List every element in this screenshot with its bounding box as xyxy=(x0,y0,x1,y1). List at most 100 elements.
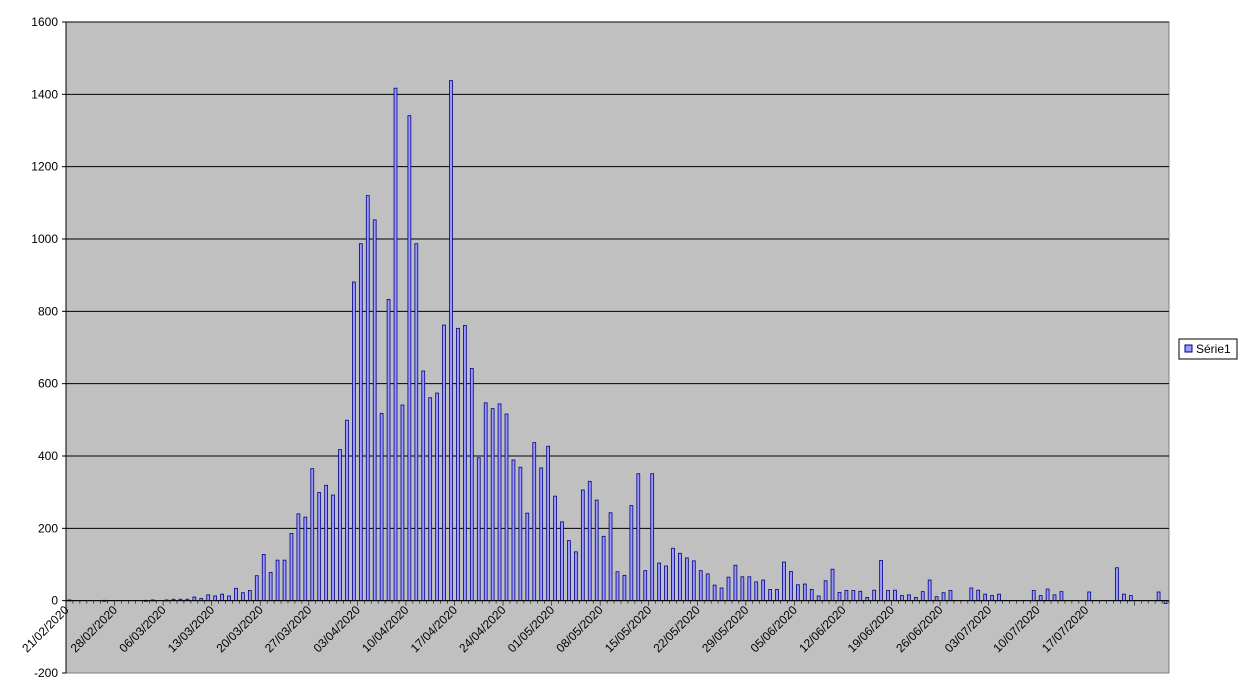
legend-label: Série1 xyxy=(1196,342,1231,356)
data-bar xyxy=(435,392,439,602)
data-bar xyxy=(587,480,592,602)
data-bar xyxy=(518,466,523,602)
data-bar xyxy=(608,512,613,602)
data-bar xyxy=(872,589,877,602)
legend-swatch xyxy=(1184,344,1193,353)
data-bar xyxy=(324,484,328,602)
data-bar xyxy=(761,579,766,602)
data-bar xyxy=(490,408,495,602)
data-bar xyxy=(823,580,828,602)
data-bar xyxy=(206,594,211,602)
data-bar xyxy=(601,535,606,602)
legend: Série1 xyxy=(1178,338,1238,360)
data-bar xyxy=(719,587,724,602)
data-bar xyxy=(192,596,197,602)
data-bar xyxy=(754,581,759,602)
data-bar xyxy=(331,494,335,602)
data-bar xyxy=(657,562,661,602)
data-bar xyxy=(358,243,363,602)
data-bar xyxy=(338,449,342,602)
x-tick-label: 21/02/2020 xyxy=(19,603,72,656)
data-bar xyxy=(497,403,502,602)
data-bar xyxy=(1087,591,1092,602)
data-bar xyxy=(1052,594,1057,602)
data-bar xyxy=(580,489,585,602)
data-bar xyxy=(740,576,745,602)
data-bar xyxy=(247,590,252,602)
data-bar xyxy=(802,583,807,602)
data-bar xyxy=(504,413,509,602)
y-axis-ticks: -200 0 200 400 600 800 1000 1200 1400 1600 xyxy=(31,15,66,680)
y-tick-label: 200 xyxy=(38,521,58,535)
data-bar xyxy=(671,547,675,602)
data-bar xyxy=(275,559,280,602)
y-tick-label: 800 xyxy=(38,304,58,318)
data-bar xyxy=(851,590,856,602)
data-bar xyxy=(1115,567,1119,602)
data-bar xyxy=(934,596,939,602)
data-bar xyxy=(983,593,988,602)
data-bar xyxy=(254,575,259,602)
data-bar xyxy=(678,552,682,602)
data-bar xyxy=(345,419,349,602)
data-bar xyxy=(449,80,453,602)
data-bar xyxy=(310,468,315,602)
data-bar xyxy=(261,553,266,602)
data-bar xyxy=(393,87,398,602)
data-bar xyxy=(352,281,356,602)
data-bar xyxy=(546,445,550,602)
data-bar xyxy=(712,584,717,602)
data-bar xyxy=(809,589,814,602)
data-bar xyxy=(553,495,557,602)
data-bar xyxy=(560,521,564,602)
data-bar xyxy=(844,590,849,602)
data-bar xyxy=(775,589,779,602)
data-bar xyxy=(726,576,731,602)
y-tick-label: -200 xyxy=(34,666,58,680)
data-bar xyxy=(407,115,412,602)
data-bar xyxy=(615,571,620,602)
data-bar xyxy=(1156,591,1161,602)
data-bar xyxy=(643,570,648,602)
data-bar xyxy=(879,560,883,602)
data-bar xyxy=(907,594,911,602)
data-bar xyxy=(747,576,752,602)
y-tick-label: 400 xyxy=(38,449,58,463)
data-bar xyxy=(705,573,710,602)
data-bar xyxy=(469,368,474,602)
data-bar xyxy=(289,533,294,602)
data-bar xyxy=(532,442,537,602)
data-bar xyxy=(483,402,488,602)
data-bar xyxy=(379,412,384,602)
data-bar xyxy=(234,587,238,602)
data-bar xyxy=(768,589,772,602)
data-bar xyxy=(282,559,287,602)
legend-box xyxy=(1178,338,1238,360)
data-bar xyxy=(782,561,786,602)
data-bar xyxy=(476,457,481,602)
data-bar xyxy=(927,579,932,602)
data-bar xyxy=(664,565,668,602)
data-bar xyxy=(1031,590,1036,602)
data-bar xyxy=(303,516,308,602)
data-bar xyxy=(691,560,696,602)
data-bar xyxy=(837,591,842,602)
data-bar xyxy=(213,595,218,602)
data-bar xyxy=(456,327,460,602)
data-bar xyxy=(567,540,571,602)
data-bar xyxy=(997,593,1001,602)
data-bar xyxy=(976,589,981,602)
data-bar xyxy=(1122,593,1126,602)
data-bar xyxy=(796,584,800,602)
y-tick-label: 1200 xyxy=(31,160,58,174)
data-bar xyxy=(990,595,994,602)
data-bar xyxy=(636,473,641,602)
data-bar xyxy=(969,587,974,602)
y-tick-label: 1400 xyxy=(31,87,58,101)
data-bar xyxy=(594,499,599,602)
data-bar xyxy=(463,325,467,602)
y-tick-label: 1600 xyxy=(31,15,58,29)
data-bar xyxy=(920,591,925,602)
data-bar xyxy=(220,593,224,602)
